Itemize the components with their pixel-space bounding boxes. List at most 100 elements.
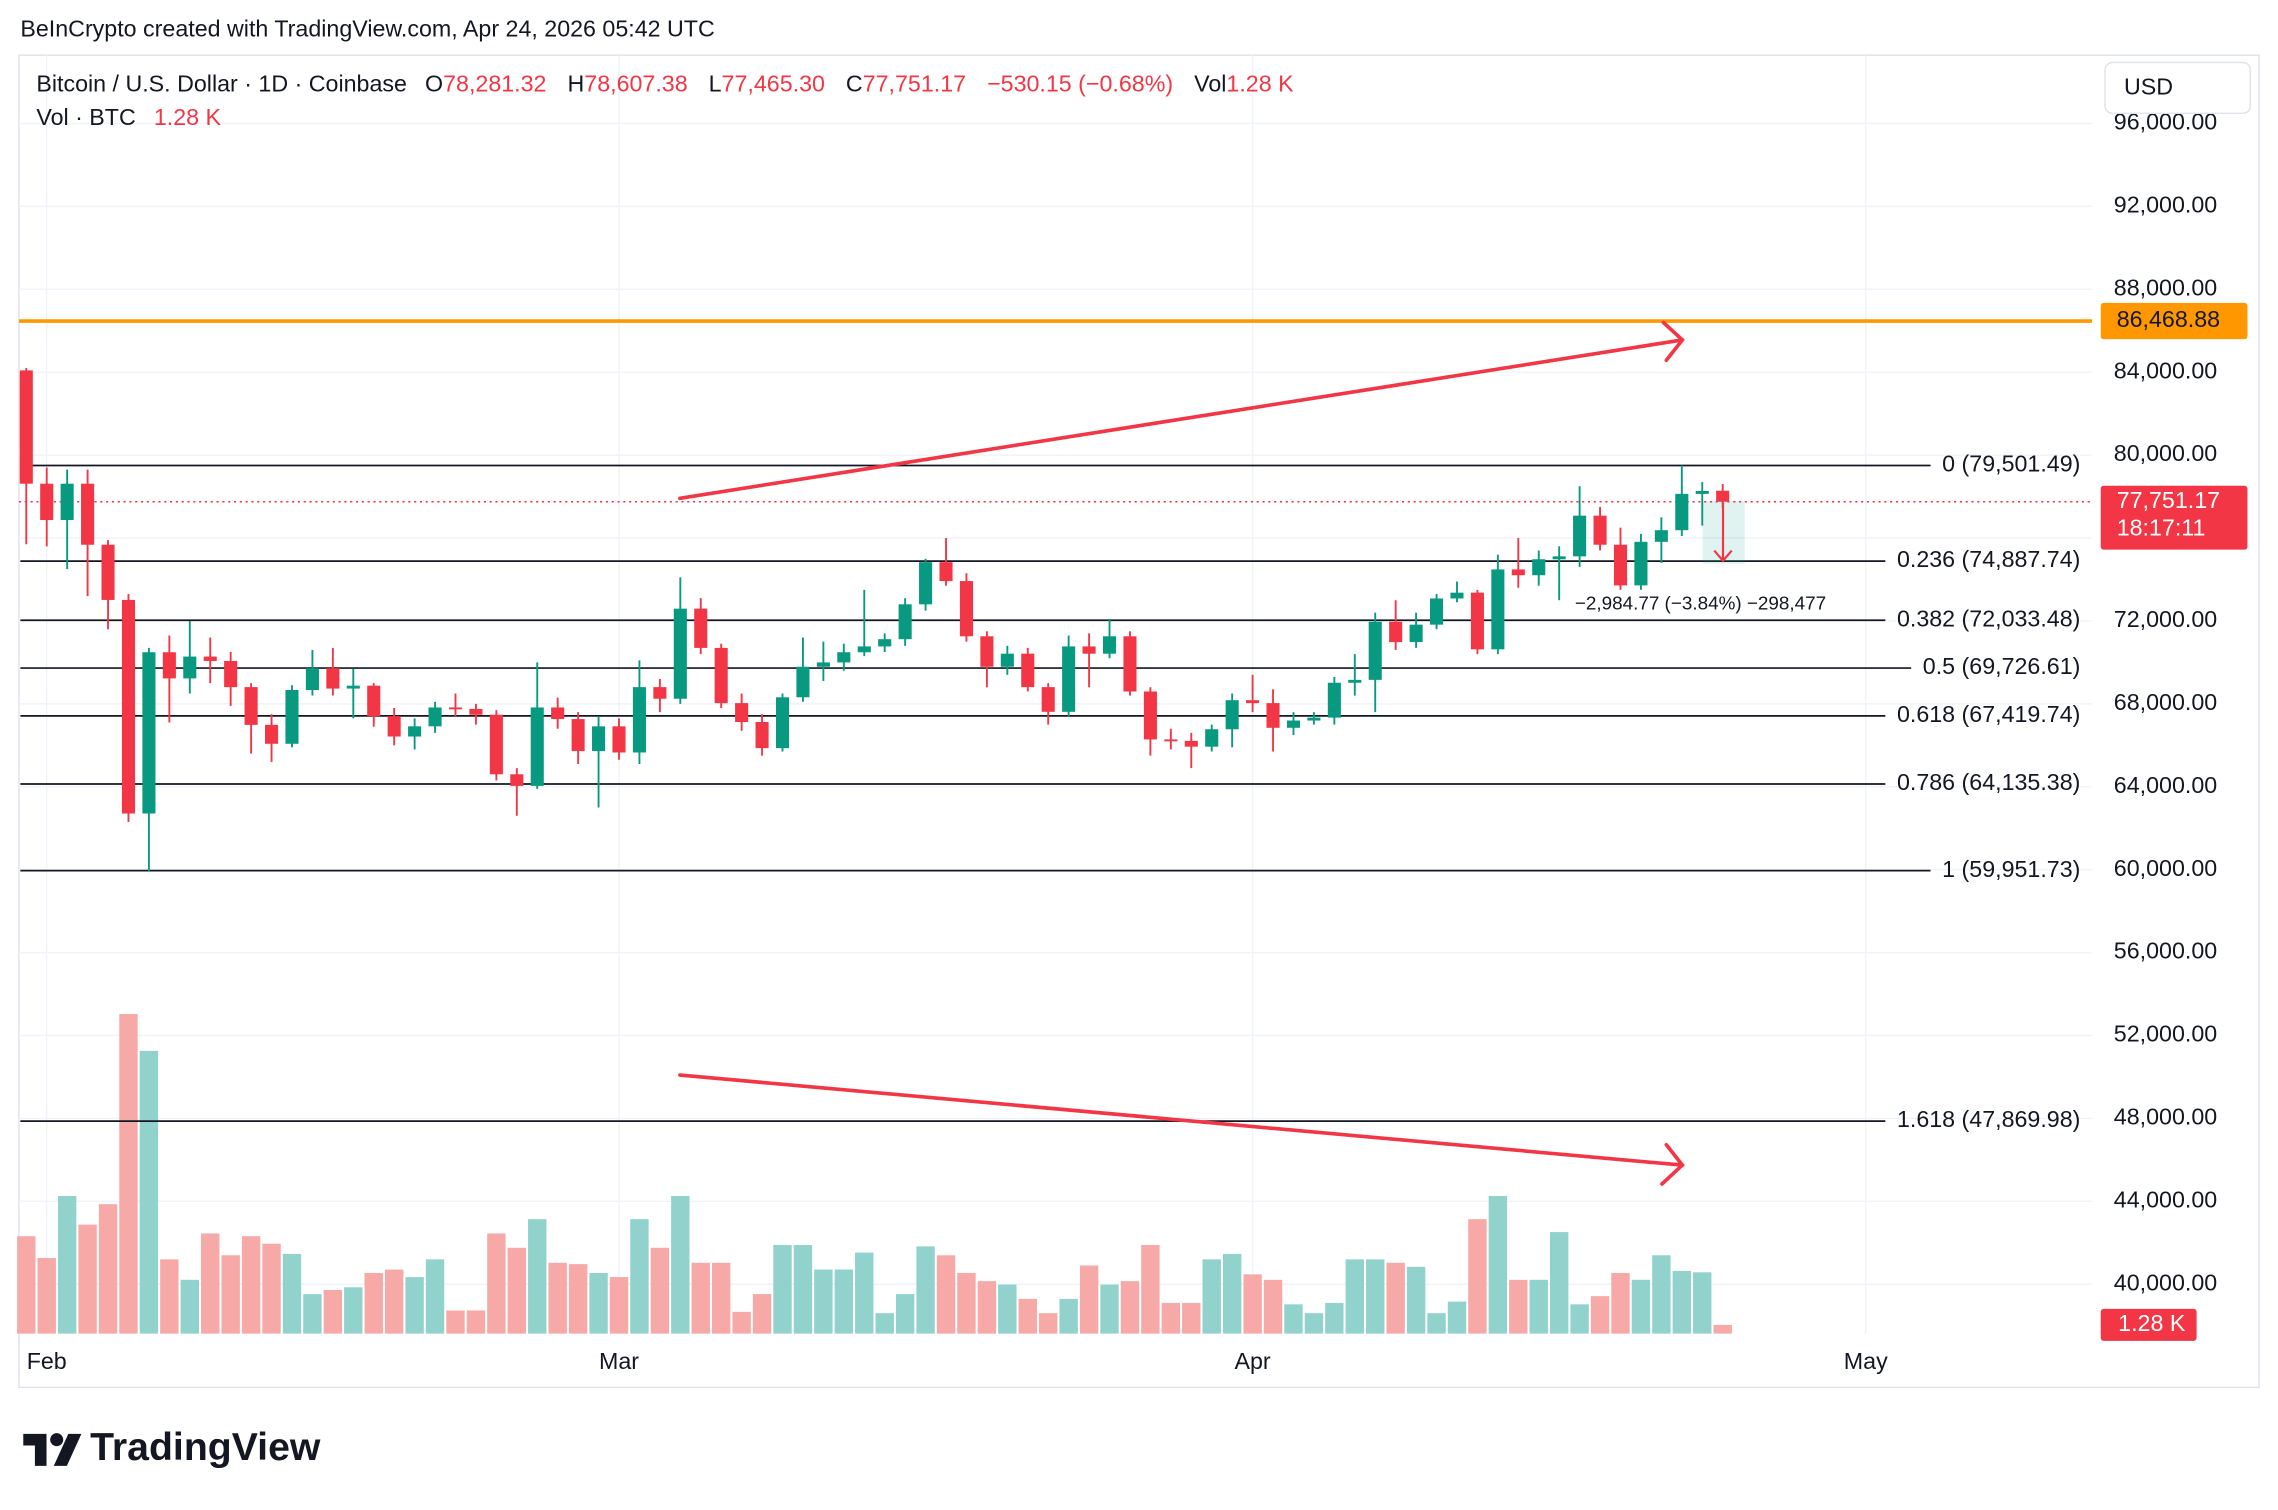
volume-bar — [855, 1252, 874, 1334]
volume-bar — [1447, 1301, 1467, 1334]
volume-bar — [671, 1195, 690, 1334]
x-tick-label: Feb — [27, 1348, 67, 1374]
volume-bar — [487, 1233, 506, 1334]
volume-bar — [936, 1255, 956, 1334]
candle-body — [898, 604, 912, 640]
candle-body — [489, 714, 503, 775]
volume-bar — [57, 1195, 77, 1334]
candles — [19, 368, 1730, 872]
volume-bar — [405, 1277, 424, 1334]
candle-body — [1184, 740, 1198, 747]
currency-label[interactable]: USD — [2124, 74, 2173, 100]
candle-body — [530, 707, 544, 786]
volume-bar — [1059, 1298, 1078, 1334]
volume-bar — [1366, 1259, 1385, 1334]
candle-body — [1123, 636, 1137, 692]
candle-body — [1593, 515, 1607, 545]
measure-tool: −2,984.77 (−3.84%) −298,477 — [1575, 501, 1826, 614]
candle-body — [878, 639, 892, 647]
volume-bar — [1549, 1232, 1569, 1334]
candle-body — [612, 726, 626, 753]
volume-bar — [630, 1219, 649, 1334]
volume-bar — [384, 1269, 404, 1334]
candle-body — [224, 660, 238, 688]
candle-body — [408, 726, 422, 737]
candle-body — [1532, 559, 1546, 576]
volume-bar — [1222, 1253, 1242, 1334]
price-axis: 40,000.00 44,000.00 48,000.00 52,000.00 56,0… — [27, 109, 2248, 1374]
candle-body — [1164, 739, 1178, 742]
logo-mark — [50, 1433, 64, 1447]
vol-value: 1.28 K — [1226, 71, 1294, 97]
candle-body — [305, 668, 319, 691]
candle-body — [1430, 598, 1444, 625]
volume-bar — [221, 1255, 240, 1334]
close-value: 77,751.17 — [863, 71, 966, 97]
open-value: 78,281.32 — [443, 71, 546, 97]
candle-body — [592, 726, 606, 752]
volume-bar — [1202, 1259, 1221, 1334]
volume-bar — [446, 1310, 465, 1334]
volume-bar — [916, 1246, 935, 1334]
volume-bar — [1611, 1272, 1630, 1334]
arrow-head — [1660, 1142, 1685, 1186]
candle-body — [1695, 490, 1709, 494]
volume-bars — [17, 1014, 1732, 1334]
candle-body — [19, 370, 33, 484]
currency-button[interactable] — [2104, 61, 2252, 115]
y-tick-label: 72,000.00 — [2114, 606, 2217, 632]
l-key: L — [709, 71, 722, 97]
candle-body — [837, 652, 851, 663]
volume-bar — [691, 1262, 710, 1334]
volume-label-box — [2100, 1308, 2197, 1341]
x-tick-label: Mar — [599, 1348, 639, 1374]
price-trend-arrow — [678, 338, 1685, 501]
resistance-label: 86,468.88 — [2117, 306, 2220, 332]
candle-body — [775, 697, 790, 749]
volume-bar — [17, 1236, 36, 1334]
y-tick-label: 64,000.00 — [2114, 772, 2217, 798]
resistance-label-box — [2100, 302, 2248, 340]
candle-body — [1654, 530, 1668, 542]
candle-body — [81, 483, 95, 545]
candle-body — [1041, 687, 1055, 712]
legend-line: Bitcoin / U.S. Dollar · 1D · Coinbase O7… — [36, 71, 1294, 97]
y-tick-label: 84,000.00 — [2114, 357, 2217, 383]
candle-body — [1613, 544, 1628, 586]
volume-bar — [1570, 1304, 1589, 1334]
y-tick-label: 56,000.00 — [2114, 938, 2217, 964]
volume-bar — [998, 1284, 1017, 1334]
volume-bar — [1509, 1279, 1528, 1334]
volume-bar — [1079, 1265, 1099, 1334]
candle-body — [183, 656, 197, 679]
high-value: 78,607.38 — [584, 71, 687, 97]
volume-bar — [323, 1290, 343, 1334]
candle-body — [1000, 653, 1014, 667]
candle-body — [469, 708, 483, 715]
fib-label: 0.618 (67,419.74) — [1897, 701, 2080, 727]
candle-body — [142, 652, 156, 814]
fib-label: 0.5 (69,726.61) — [1923, 653, 2081, 679]
volume-bar — [1672, 1270, 1692, 1334]
fib-label: 0.786 (64,135.38) — [1897, 769, 2080, 795]
candle-body — [101, 544, 115, 600]
candle-body — [326, 668, 340, 689]
page-title: BeInCrypto created with TradingView.com,… — [20, 16, 714, 42]
candle-body — [387, 716, 401, 737]
arrow-head — [1661, 320, 1685, 363]
trend-arrows — [678, 320, 1685, 1186]
candle-body — [1348, 679, 1362, 683]
volume-bar — [793, 1245, 813, 1334]
volume-bar — [139, 1050, 159, 1334]
volume-bar — [1693, 1272, 1712, 1334]
volume-bar — [1039, 1313, 1058, 1334]
candle-body — [632, 687, 646, 753]
candle-body — [980, 636, 994, 667]
candle-body — [1409, 624, 1423, 643]
y-tick-label: 48,000.00 — [2114, 1104, 2217, 1130]
logo: TradingView — [23, 1425, 321, 1469]
logo-text: TradingView — [90, 1425, 321, 1469]
volume-bar — [609, 1277, 629, 1334]
